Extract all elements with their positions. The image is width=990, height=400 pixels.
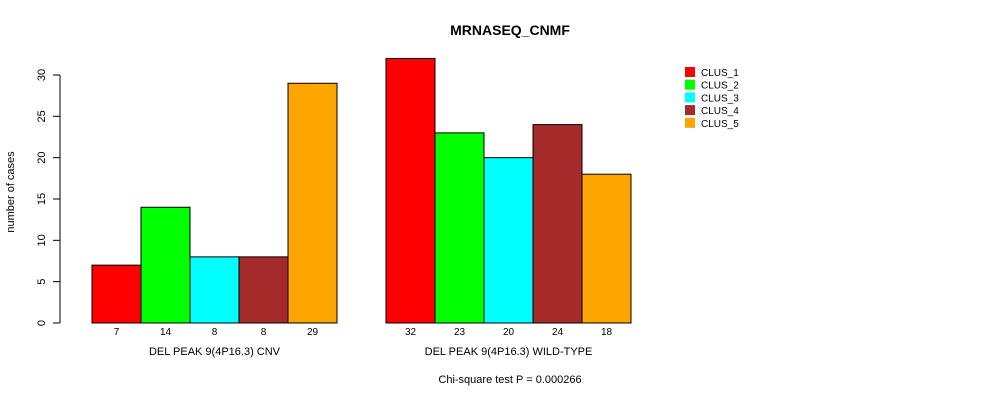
- bar-count-label: 7: [114, 327, 120, 338]
- bar-cnv-clus-4: [238, 256, 289, 324]
- group-label: DEL PEAK 9(4P16.3) WILD-TYPE: [425, 346, 593, 358]
- bar-wild-type-clus-1: [385, 57, 436, 324]
- legend-swatch-clus-3: [685, 92, 695, 103]
- bar-wild-type-clus-4: [532, 124, 583, 324]
- y-tick-label: 10: [36, 234, 48, 246]
- y-tick-label: 25: [36, 110, 48, 122]
- bar-cnv-clus-3: [189, 256, 240, 324]
- y-tick-label: 20: [36, 152, 48, 164]
- bar-count-label: 14: [160, 327, 172, 338]
- bar-count-label: 23: [454, 327, 466, 338]
- legend-label: CLUS_2: [701, 81, 739, 92]
- y-axis-label: number of cases: [5, 151, 17, 233]
- bar-cnv-clus-5: [287, 82, 338, 324]
- y-tick-label: 30: [36, 69, 48, 81]
- legend-label: CLUS_3: [701, 93, 739, 104]
- y-tick-label: 5: [36, 279, 48, 285]
- chi-square-footnote: Chi-square test P = 0.000266: [438, 374, 581, 386]
- legend-swatch-clus-1: [685, 67, 695, 77]
- legend-label: CLUS_5: [701, 119, 739, 130]
- group-label: DEL PEAK 9(4P16.3) CNV: [149, 346, 281, 358]
- bar-count-label: 32: [405, 327, 417, 338]
- legend-swatch-clus-5: [685, 117, 695, 128]
- legend-swatch-clus-2: [685, 79, 695, 90]
- y-axis: 0 5 10 15 20 25 30: [36, 69, 61, 326]
- bar-wild-type-clus-2: [434, 132, 485, 324]
- bar-cnv-clus-1: [91, 264, 142, 324]
- bar-wild-type-clus-5: [581, 173, 632, 324]
- legend-label: CLUS_1: [701, 68, 739, 79]
- bar-count-label: 24: [552, 327, 564, 338]
- bar-count-label: 29: [307, 327, 319, 338]
- bar-count-label: 20: [503, 327, 515, 338]
- bar-wild-type-clus-3: [483, 157, 534, 324]
- legend-label: CLUS_4: [701, 106, 739, 117]
- bar-cnv-clus-2: [140, 206, 191, 324]
- chart-title: MRNASEQ_CNMF: [450, 22, 570, 38]
- bar-count-label: 8: [212, 327, 218, 338]
- bar-count-label: 18: [601, 327, 613, 338]
- bars: 7 14 8 8 29 DEL PEAK 9(4P16.3) CNV 32 23 20 24 18 D…: [91, 57, 632, 358]
- y-tick-label: 15: [36, 193, 48, 205]
- bar-count-label: 8: [261, 327, 267, 338]
- legend-swatch-clus-4: [685, 105, 695, 116]
- y-tick-label: 0: [36, 320, 48, 326]
